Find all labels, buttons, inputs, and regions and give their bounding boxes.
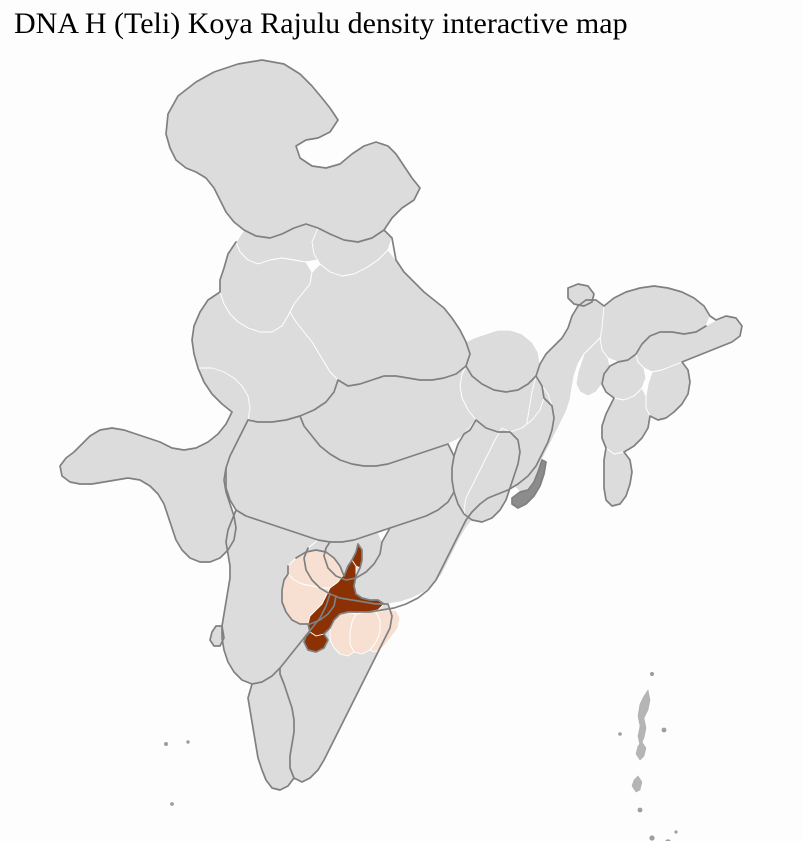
district-layer	[59, 59, 743, 841]
state-border-layer	[59, 59, 743, 791]
india-district-map[interactable]	[0, 42, 803, 841]
page-title: DNA H (Teli) Koya Rajulu density interac…	[14, 7, 628, 40]
region-krishna	[329, 611, 357, 657]
map-canvas[interactable]	[0, 42, 803, 841]
region-east-godavari	[369, 609, 401, 653]
